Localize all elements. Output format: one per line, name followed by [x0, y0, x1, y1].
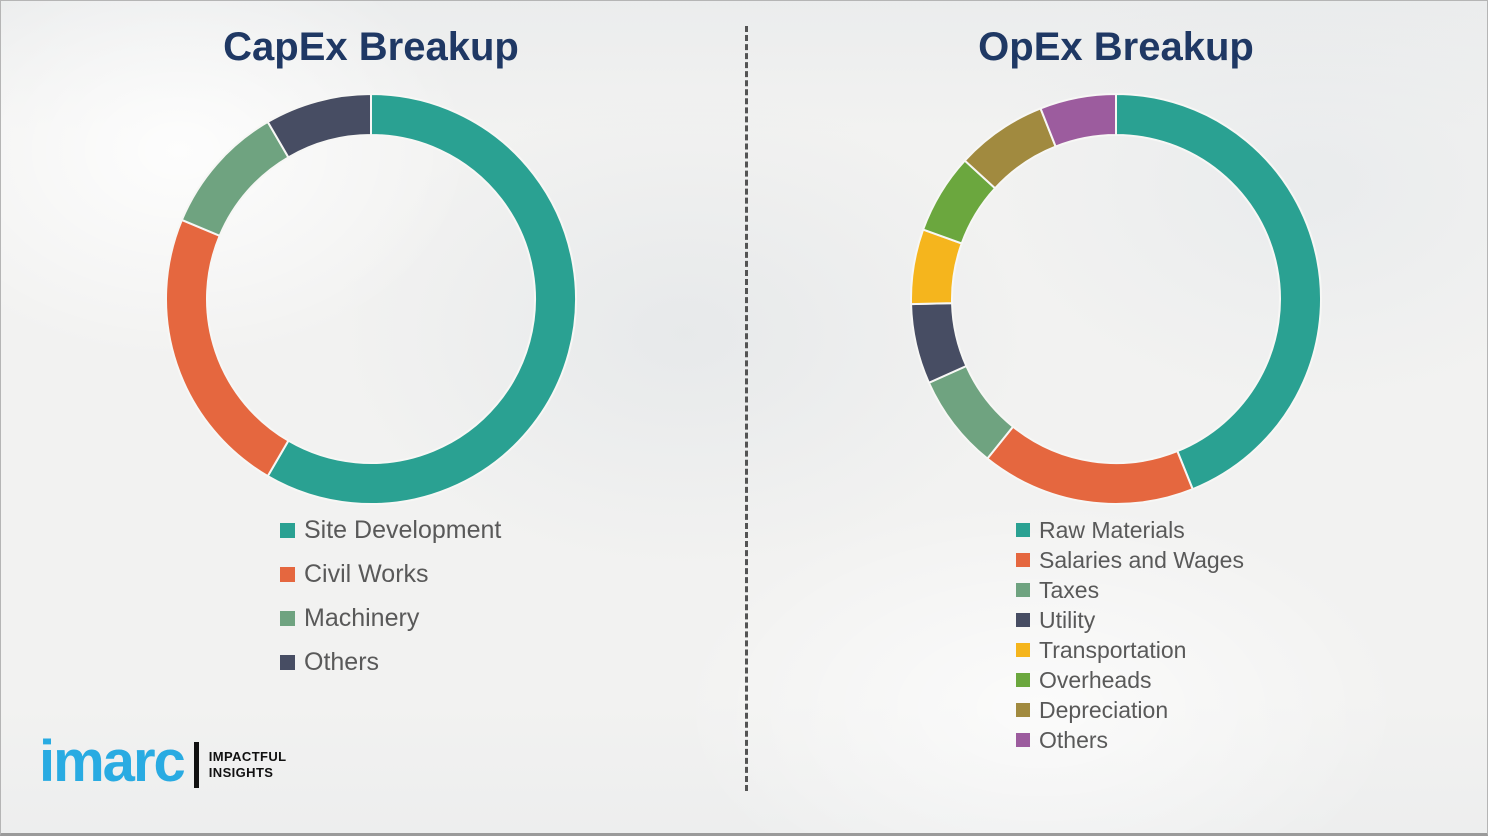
- legend-label: Site Development: [304, 515, 502, 544]
- legend-swatch: [1016, 733, 1030, 747]
- donut-segment-site-development: [266, 92, 577, 505]
- legend-item: Taxes: [1016, 575, 1244, 605]
- legend-swatch: [280, 566, 295, 582]
- legend-item: Others: [280, 640, 501, 684]
- opex-legend: Raw Materials Salaries and Wages Taxes Util…: [1016, 515, 1244, 755]
- capex-title: CapEx Breakup: [223, 25, 519, 69]
- legend-label: Taxes: [1039, 576, 1100, 603]
- legend-swatch: [280, 654, 295, 670]
- imarc-logo-divider-bar: [193, 742, 199, 788]
- legend-swatch: [1016, 553, 1030, 567]
- legend-label: Others: [304, 647, 380, 676]
- legend-item: Machinery: [280, 596, 501, 640]
- legend-item: Depreciation: [1016, 695, 1244, 725]
- donut-segment-others: [266, 92, 372, 159]
- legend-swatch: [280, 522, 295, 538]
- donut-segment-salaries-and-wages: [985, 425, 1194, 505]
- legend-label: Transportation: [1039, 636, 1187, 663]
- legend-label: Machinery: [304, 603, 420, 632]
- capex-donut-chart: [165, 92, 577, 505]
- donut-segment-civil-works: [165, 218, 290, 478]
- legend-swatch: [1016, 673, 1030, 687]
- legend-item: Salaries and Wages: [1016, 545, 1244, 575]
- opex-donut-chart: [910, 92, 1322, 505]
- donut-segment-others: [1039, 92, 1117, 148]
- divider-dashed-line: [745, 26, 748, 791]
- donut-segment-machinery: [180, 120, 290, 238]
- legend-label: Utility: [1039, 606, 1096, 633]
- donut-segment-raw-materials: [1115, 92, 1322, 491]
- legend-item: Civil Works: [280, 552, 501, 596]
- opex-title: OpEx Breakup: [978, 25, 1254, 69]
- imarc-logo: imarc IMPACTFUL INSIGHTS: [39, 733, 287, 791]
- legend-swatch: [1016, 703, 1030, 717]
- legend-label: Raw Materials: [1039, 516, 1185, 543]
- legend-item: Transportation: [1016, 635, 1244, 665]
- tagline-line-2: INSIGHTS: [208, 765, 274, 780]
- imarc-logo-tagline: IMPACTFUL INSIGHTS: [209, 749, 287, 781]
- donut-segment-utility: [910, 302, 968, 385]
- legend-label: Civil Works: [304, 559, 429, 588]
- legend-item: Site Development: [280, 508, 501, 552]
- legend-item: Others: [1016, 725, 1244, 755]
- imarc-logo-wordmark: imarc: [39, 729, 186, 794]
- tagline-line-1: IMPACTFUL: [208, 749, 287, 764]
- legend-item: Utility: [1016, 605, 1244, 635]
- legend-swatch: [280, 610, 295, 626]
- legend-label: Salaries and Wages: [1039, 546, 1244, 573]
- legend-swatch: [1016, 613, 1030, 627]
- legend-label: Depreciation: [1039, 696, 1169, 723]
- legend-swatch: [1016, 643, 1030, 657]
- legend-swatch: [1016, 523, 1030, 537]
- legend-label: Others: [1039, 726, 1109, 753]
- legend-item: Raw Materials: [1016, 515, 1244, 545]
- legend-swatch: [1016, 583, 1030, 597]
- legend-item: Overheads: [1016, 665, 1244, 695]
- legend-label: Overheads: [1039, 666, 1152, 693]
- capex-legend: Site Development Civil Works Machinery Othe…: [280, 508, 501, 684]
